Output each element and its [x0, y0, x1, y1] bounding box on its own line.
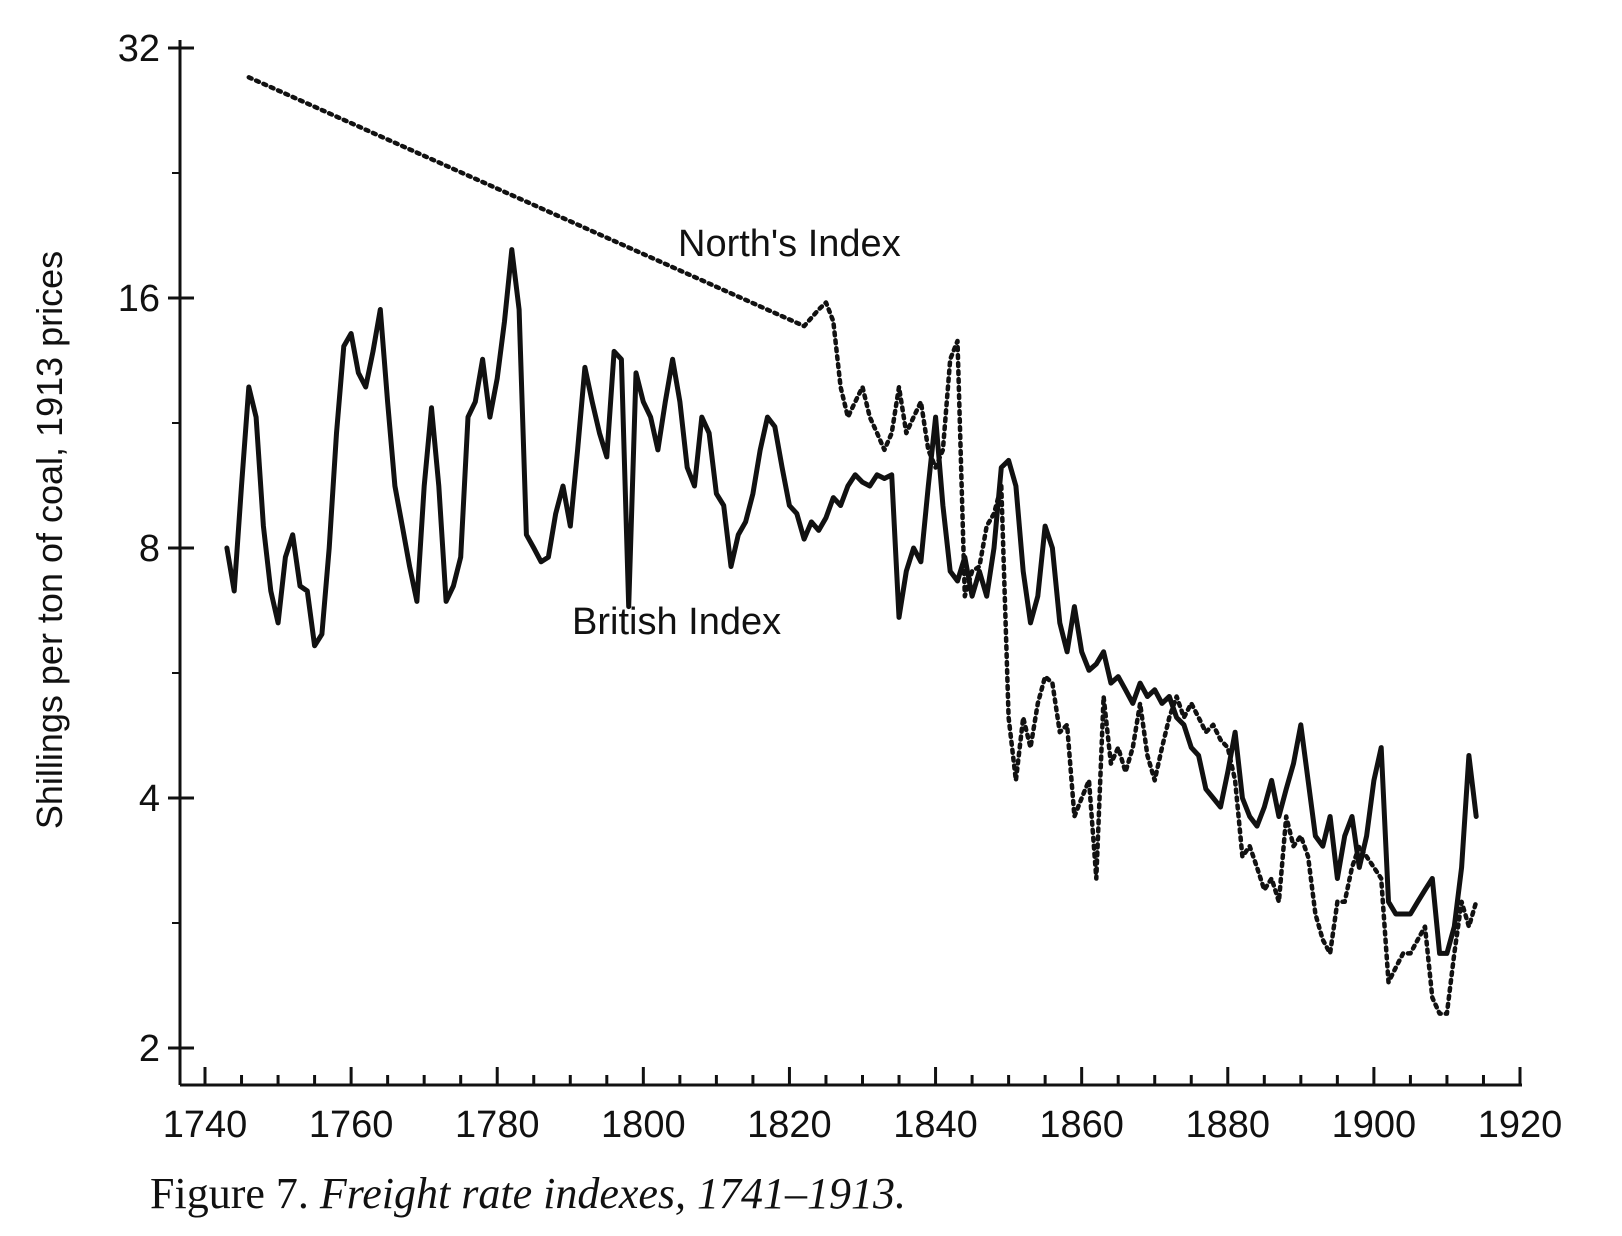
y-tick-label-2: 2: [139, 1028, 160, 1070]
x-tick-label-1920: 1920: [1478, 1104, 1563, 1146]
x-tick-label-1860: 1860: [1039, 1104, 1124, 1146]
british-index-label: British Index: [572, 601, 781, 643]
figure-caption: Figure 7. Freight rate indexes, 1741–191…: [150, 1168, 906, 1219]
y-axis-title: Shillings per ton of coal, 1913 prices: [29, 251, 70, 829]
north-index-label: North's Index: [678, 223, 901, 265]
caption-prefix: Figure 7.: [150, 1169, 309, 1218]
british-index-line: [224, 247, 1479, 956]
x-tick-label-1740: 1740: [163, 1104, 248, 1146]
x-tick-label-1880: 1880: [1186, 1104, 1271, 1146]
y-tick-label-32: 32: [118, 28, 160, 70]
y-tick-label-16: 16: [118, 278, 160, 320]
x-tick-label-1800: 1800: [601, 1104, 686, 1146]
chart-axes: 2 4 8 16 32 1740 1760 1780 1800 1820 1840 1860 1880 1…: [118, 28, 1563, 1146]
x-tick-label-1900: 1900: [1332, 1104, 1417, 1146]
x-tick-label-1840: 1840: [893, 1104, 978, 1146]
north-index-line: [246, 75, 1479, 1016]
y-tick-label-4: 4: [139, 778, 160, 820]
x-tick-label-1820: 1820: [747, 1104, 832, 1146]
chart-series: [224, 75, 1479, 1016]
x-tick-label-1780: 1780: [455, 1104, 540, 1146]
x-tick-label-1760: 1760: [309, 1104, 394, 1146]
caption-title: Freight rate indexes, 1741–1913.: [319, 1169, 907, 1218]
y-tick-label-8: 8: [139, 528, 160, 570]
